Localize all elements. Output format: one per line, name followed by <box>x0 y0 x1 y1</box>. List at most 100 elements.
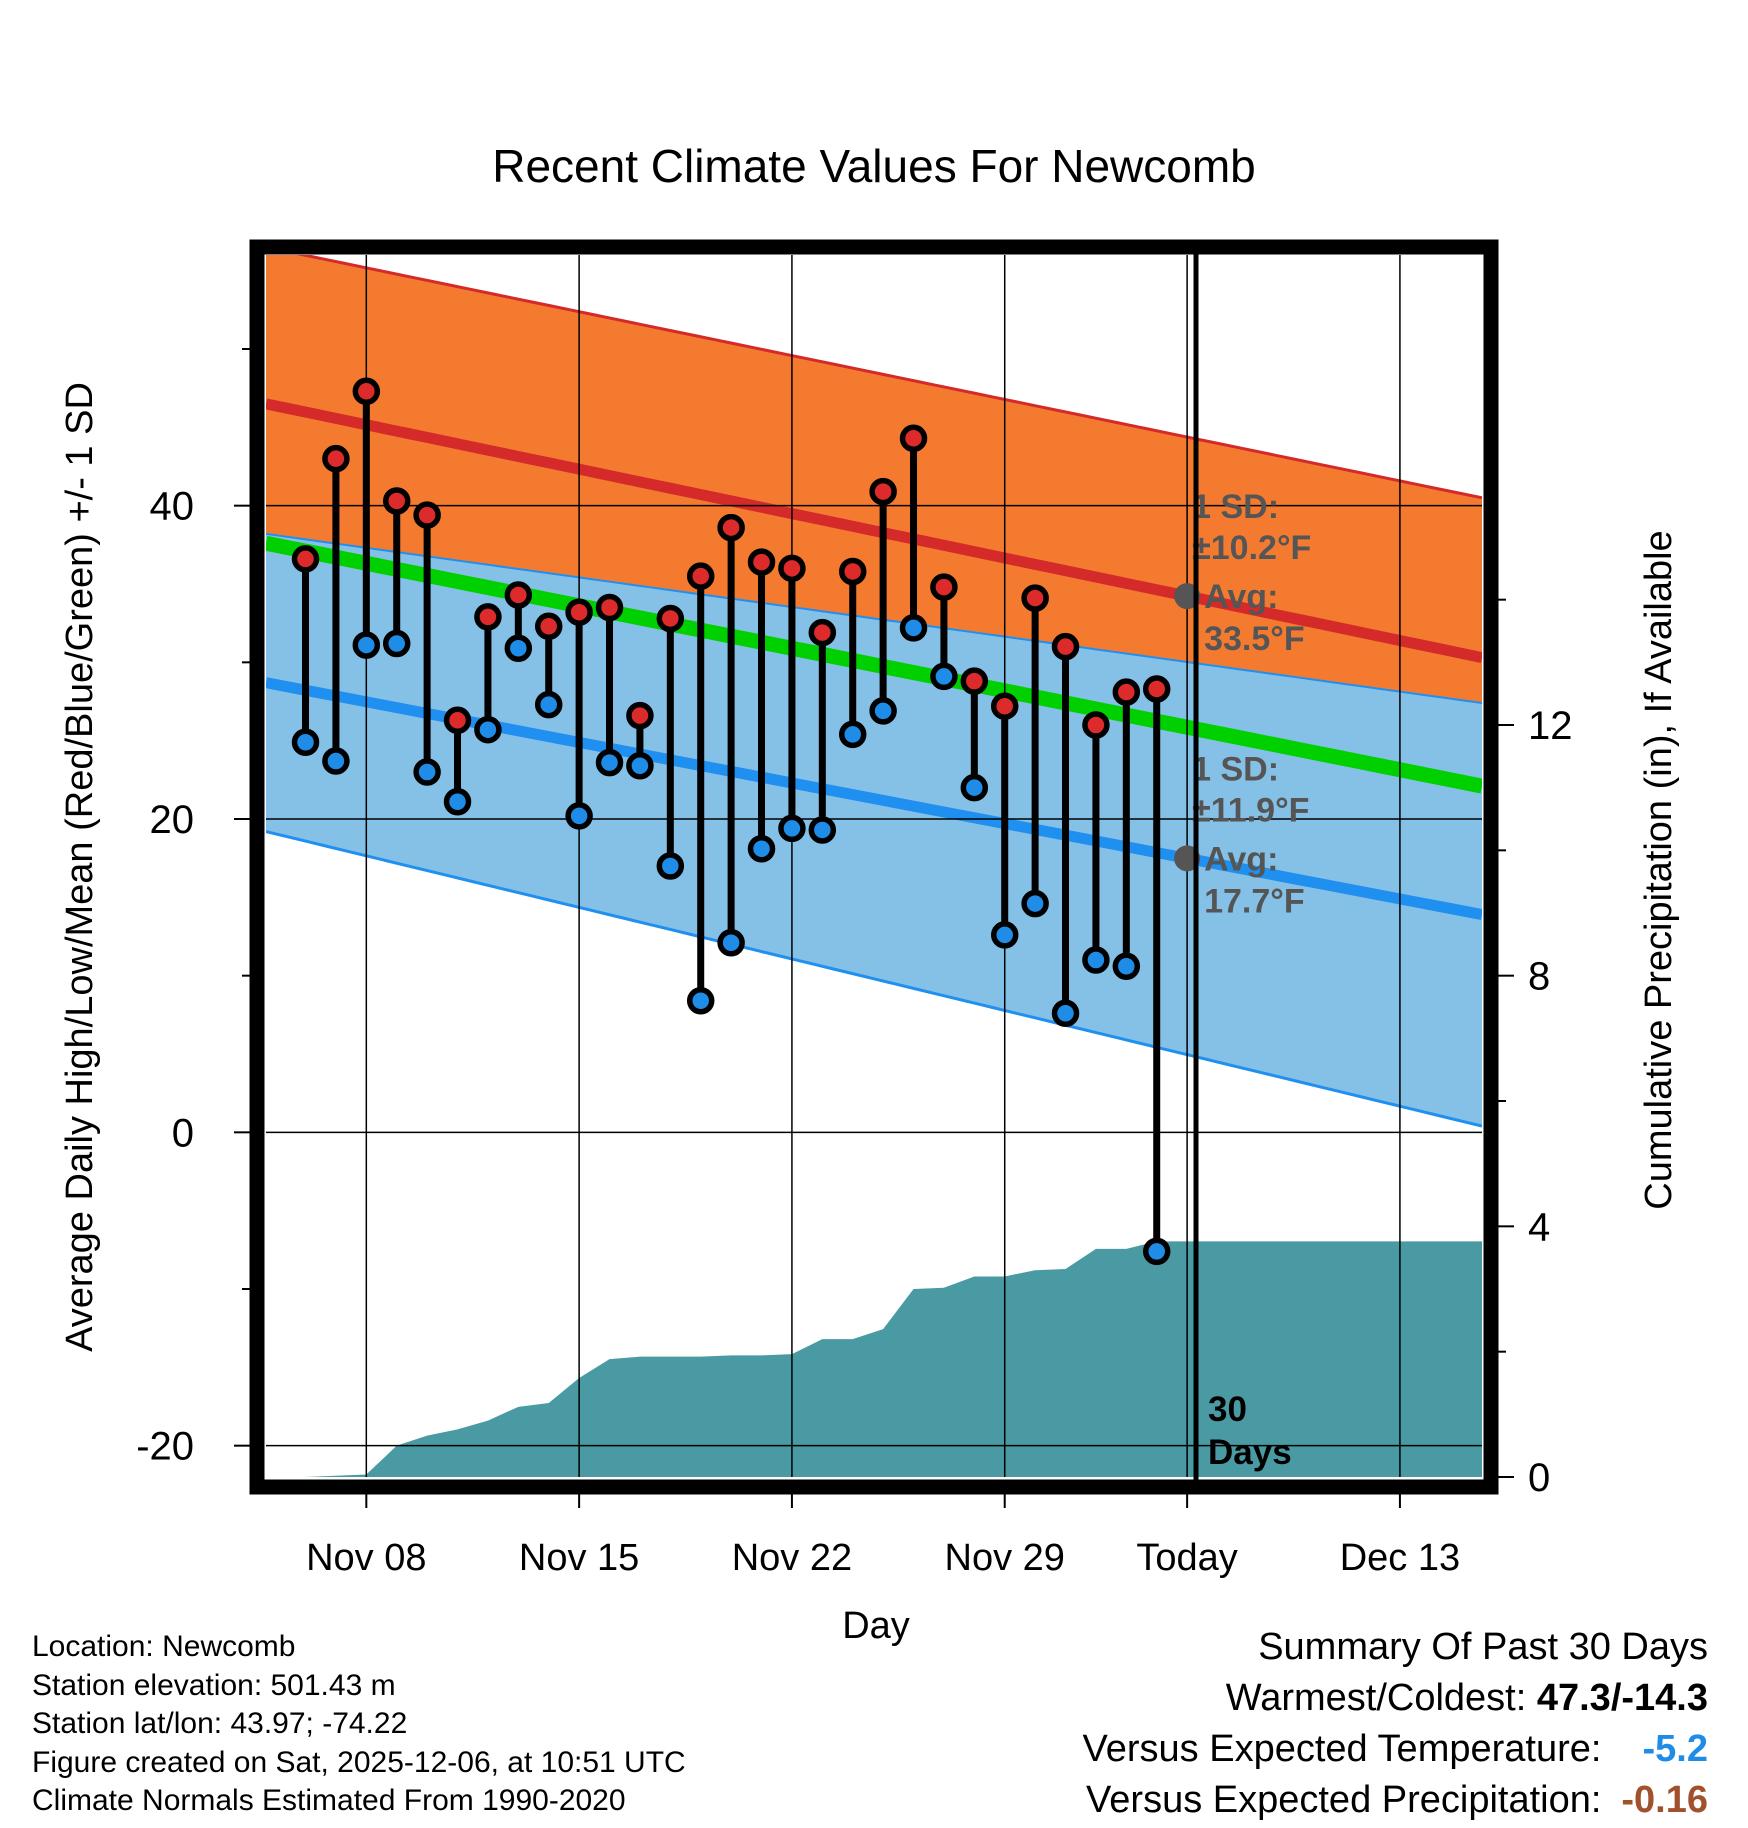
summary-precip-row: Versus Expected Precipitation: -0.16 <box>1083 1775 1708 1826</box>
summary-temp-label: Versus Expected Temperature: <box>1082 1728 1602 1770</box>
info-elevation: Station elevation: 501.43 m <box>32 1668 396 1702</box>
x-axis-label: Day <box>842 1605 910 1647</box>
daily-low-point <box>595 748 624 777</box>
normal-mean-line <box>266 535 1482 794</box>
y-tick-label-left: 20 <box>150 798 195 842</box>
annotation-line-3: Avg: <box>1204 840 1278 878</box>
summary-warmest-row: Warmest/Coldest: 47.3/-14.3 <box>1083 1673 1708 1724</box>
daily-low-point <box>474 715 502 744</box>
daily-high-point <box>443 706 472 735</box>
info-location: Location: Newcomb <box>32 1630 296 1663</box>
daily-low-point <box>413 758 441 786</box>
daily-high-point <box>656 604 685 633</box>
daily-high-point <box>565 598 593 626</box>
daily-high-point <box>747 548 776 576</box>
y-tick-label-right: 12 <box>1528 704 1573 748</box>
summary-heading: Summary Of Past 30 Days <box>1258 1626 1708 1668</box>
daily-high-point <box>990 692 1019 720</box>
summary-temp-value: -5.2 <box>1642 1728 1708 1770</box>
info-created: Figure created on Sat, 2025-12-06, at 10… <box>32 1745 686 1779</box>
normal-high-line <box>266 398 1482 664</box>
daily-high-point <box>1082 711 1110 739</box>
info-normals: Climate Normals Estimated From 1990-2020 <box>32 1784 626 1817</box>
daily-high-point <box>1051 632 1080 661</box>
x-tick-label: Nov 29 <box>945 1537 1065 1579</box>
daily-high-point <box>899 424 928 453</box>
daily-high-point <box>352 377 381 406</box>
days-label-number: 30 <box>1208 1390 1247 1429</box>
daily-high-point <box>869 477 897 506</box>
daily-low-point <box>747 835 776 863</box>
y-tick-label-left: -20 <box>136 1425 194 1469</box>
daily-low-point <box>930 662 958 691</box>
daily-high-point <box>1142 675 1171 703</box>
x-tick-label: Nov 08 <box>306 1537 426 1579</box>
station-info: Location: Newcomb Station elevation: 501… <box>32 1628 686 1821</box>
summary-precip-label: Versus Expected Precipitation: <box>1086 1779 1602 1821</box>
daily-high-point <box>838 557 867 586</box>
daily-low-point <box>534 690 563 719</box>
summary-warmest-value: 47.3/-14.3 <box>1536 1677 1708 1719</box>
daily-low-point <box>686 986 715 1015</box>
daily-low-point <box>1112 952 1141 981</box>
high-annotation: 1 SD:±10.2°F Avg: 33.5°F <box>1192 488 1311 658</box>
daily-low-point <box>352 631 381 659</box>
daily-low-point <box>443 788 472 816</box>
daily-high-point <box>717 513 745 542</box>
daily-high-point <box>808 618 837 647</box>
y-tick-label-right: 4 <box>1528 1205 1550 1249</box>
summary-panel: Summary Of Past 30 Days Warmest/Coldest:… <box>1083 1622 1708 1826</box>
y-tick-label-left: 0 <box>172 1111 194 1155</box>
x-tick-label: Nov 22 <box>732 1537 852 1579</box>
daily-high-point <box>504 581 533 609</box>
daily-low-point <box>899 614 928 642</box>
y-axis-label-right: Cumulative Precipitation (in), If Availa… <box>1638 530 1680 1209</box>
low-upper-sd-line <box>266 532 1482 705</box>
annotation-line-4: 17.7°F <box>1204 882 1305 920</box>
daily-low-point <box>1142 1237 1171 1266</box>
x-tick-label: Nov 15 <box>519 1537 639 1579</box>
daily-low-point <box>565 802 593 830</box>
daily-high-point <box>930 573 958 601</box>
daily-low-point <box>990 921 1019 949</box>
daily-low-point <box>717 929 745 957</box>
daily-low-point <box>322 747 350 775</box>
precip-area <box>266 1241 1482 1477</box>
annotation-line-1: 1 SD: <box>1192 488 1279 526</box>
annotation-line-3: Avg: <box>1204 578 1278 616</box>
low-lower-sd-line <box>266 830 1482 1128</box>
x-tick-label: Today <box>1136 1537 1237 1579</box>
daily-high-point <box>960 667 989 695</box>
info-latlon: Station lat/lon: 43.97; -74.22 <box>32 1707 408 1740</box>
annotation-line-2: ±10.2°F <box>1192 529 1311 567</box>
annotation-line-4: 33.5°F <box>1204 620 1305 658</box>
daily-low-point <box>382 629 411 658</box>
daily-high-point <box>595 593 624 622</box>
annotation-line-1: 1 SD: <box>1192 750 1279 788</box>
daily-high-point <box>534 612 563 641</box>
high-upper-sd-line <box>296 255 1482 500</box>
daily-low-point <box>626 751 654 780</box>
y-tick-label-right: 0 <box>1528 1456 1550 1500</box>
daily-low-point <box>504 634 533 662</box>
daily-high-point <box>1112 678 1141 706</box>
daily-high-point <box>1021 584 1049 612</box>
daily-high-point <box>626 701 654 730</box>
summary-temp-row: Versus Expected Temperature: -5.2 <box>1083 1724 1708 1775</box>
plot-frame <box>249 239 1499 1495</box>
daily-high-point <box>413 501 441 529</box>
daily-low-point <box>960 773 989 802</box>
daily-low-point <box>656 852 685 880</box>
summary-warmest-label: Warmest/Coldest: <box>1225 1677 1527 1719</box>
y-tick-label-left: 40 <box>150 485 195 529</box>
daily-high-point <box>291 545 320 573</box>
daily-high-point <box>382 487 411 515</box>
daily-low-point <box>1051 999 1080 1028</box>
daily-high-point <box>322 444 350 473</box>
y-tick-label-right: 8 <box>1528 955 1550 999</box>
annotation-line-2: ±11.9°F <box>1192 791 1309 829</box>
daily-low-point <box>778 814 806 843</box>
daily-high-point <box>474 603 502 631</box>
summary-precip-value: -0.16 <box>1621 1779 1708 1821</box>
